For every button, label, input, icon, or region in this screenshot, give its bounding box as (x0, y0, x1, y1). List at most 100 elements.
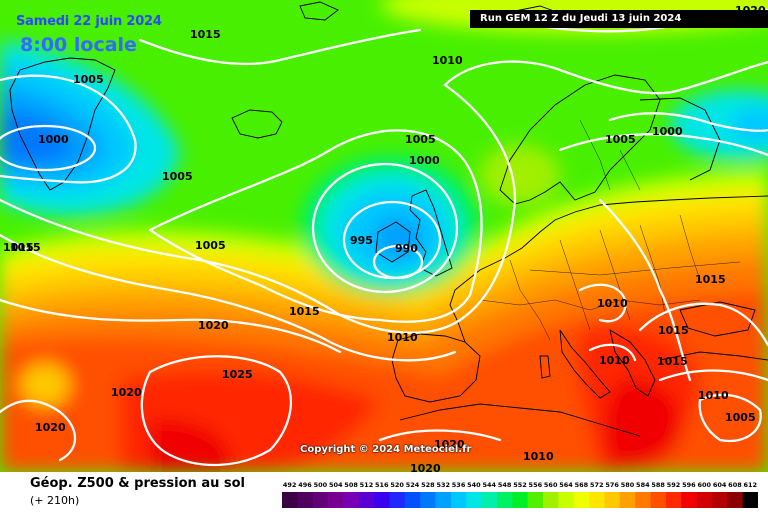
isobar-label: 1005 (725, 411, 756, 424)
color-scale-label: 600 (697, 481, 711, 489)
color-scale-label: 520 (390, 481, 404, 489)
color-scale-swatch (558, 492, 575, 508)
color-scale-label: 504 (329, 481, 343, 489)
color-scale-label: 588 (651, 481, 665, 489)
color-scale-swatch (619, 492, 636, 508)
color-scale-swatch (312, 492, 329, 508)
color-scale-label: 512 (360, 481, 374, 489)
color-scale-swatch (481, 492, 498, 508)
color-scale-label: 536 (452, 481, 466, 489)
geopotential-map: 1020 1015 1005 1000 1005 1015 1010 1005 1000 995 9… (0, 0, 768, 472)
color-scale-swatch (635, 492, 651, 508)
color-scale-swatch (496, 492, 513, 508)
color-scale-label: 592 (667, 481, 681, 489)
color-scale-swatch (389, 492, 406, 508)
isobar-labels: 1020 1015 1005 1000 1005 1015 1010 1005 1000 995 9… (3, 4, 766, 472)
isobar-label: 990 (395, 242, 418, 255)
forecast-time: 8:00 locale (20, 34, 137, 56)
isobar-label: 1005 (405, 133, 436, 146)
isobar-label: 995 (350, 234, 373, 247)
coastlines (9, 1, 768, 437)
color-scale-label: 584 (636, 481, 650, 489)
color-scale-swatch (650, 492, 667, 508)
color-scale-label: 560 (544, 481, 558, 489)
color-scale-swatch (328, 492, 344, 508)
isobar-label: 1015 (289, 305, 320, 318)
color-scale-swatch (711, 492, 728, 508)
isobar-label: 1020 (35, 421, 66, 434)
color-scale-label: 580 (621, 481, 635, 489)
map-title: Géop. Z500 & pression au sol (30, 476, 245, 491)
borders (479, 119, 741, 341)
isobar-label: 1015 (3, 241, 34, 254)
isobar-label: 1015 (657, 355, 688, 368)
isobar-label: 1010 (597, 297, 628, 310)
color-scale-label: 596 (682, 481, 696, 489)
color-scale-label: 564 (559, 481, 573, 489)
color-scale-swatch (573, 492, 590, 508)
color-scale-label: 548 (498, 481, 512, 489)
isobar-label: 1005 (605, 133, 636, 146)
copyright: Copyright © 2024 Meteociel.fr (300, 444, 472, 455)
color-scale-swatch (466, 492, 482, 508)
isobar-label: 1020 (434, 438, 465, 451)
color-scale-swatch (420, 492, 436, 508)
color-scale-label: 540 (467, 481, 481, 489)
isobar-label: 1015 (190, 28, 221, 41)
isobar-label: 1000 (38, 133, 69, 146)
color-scale-swatch (681, 492, 697, 508)
color-scale-label: 568 (575, 481, 589, 489)
color-scale-swatch (604, 492, 621, 508)
isobar-label: 1020 (410, 462, 441, 472)
isobar-label: 1010 (387, 331, 418, 344)
isobar-label: 1010 (599, 354, 630, 367)
map-subtitle: (+ 210h) (30, 494, 80, 507)
isobar-label: 1005 (162, 170, 193, 183)
color-scale-label: 572 (590, 481, 604, 489)
isobar-label: 1010 (698, 389, 729, 402)
color-scale-label: 508 (344, 481, 358, 489)
color-scale-swatch (742, 492, 758, 508)
color-scale-swatch (297, 492, 313, 508)
color-scale-label: 496 (298, 481, 312, 489)
color-scale-swatch (450, 492, 467, 508)
color-scale-label: 552 (513, 481, 527, 489)
isobar-label: 1000 (652, 125, 683, 138)
isobar-label: 1020 (198, 319, 229, 332)
color-scale-swatch (589, 492, 605, 508)
color-scale-swatch (665, 492, 682, 508)
isobar-label: 1015 (695, 273, 726, 286)
z500-color-field (0, 0, 768, 472)
color-scale-label: 612 (744, 481, 758, 489)
isobar-label: 1010 (523, 450, 554, 463)
color-scale-swatch (727, 492, 743, 508)
color-scale-label: 528 (421, 481, 435, 489)
isobar-label: 1005 (195, 239, 226, 252)
color-scale-swatch (696, 492, 713, 508)
isobar-label: 1010 (432, 54, 463, 67)
color-scale-label: 604 (713, 481, 727, 489)
color-scale-label: 556 (529, 481, 543, 489)
isobar-label: 1025 (222, 368, 253, 381)
color-scale-swatch (435, 492, 452, 508)
isobar-label: 1015 (658, 324, 689, 337)
color-scale-swatch (404, 492, 421, 508)
color-scale: 492 496 500 504 508 512 516 520 524 528 532 536 540 5… (282, 481, 758, 508)
color-scale-label: 492 (283, 481, 297, 489)
color-scale-label: 608 (728, 481, 742, 489)
isobars (0, 8, 768, 467)
forecast-date: Samedi 22 juin 2024 (16, 14, 162, 29)
color-scale-swatch (343, 492, 360, 508)
color-scale-label: 516 (375, 481, 389, 489)
color-scale-swatch (527, 492, 544, 508)
isobar-label: 1005 (73, 73, 104, 86)
isobar-label: 1000 (409, 154, 440, 167)
run-label: Run GEM 12 Z du Jeudi 13 juin 2024 (470, 10, 768, 28)
isobar-label: 1020 (111, 386, 142, 399)
isobar-label: 1015 (10, 241, 41, 254)
color-scale-label: 576 (605, 481, 619, 489)
color-scale-swatch (282, 492, 298, 508)
color-scale-label: 544 (483, 481, 497, 489)
color-scale-label: 532 (436, 481, 450, 489)
